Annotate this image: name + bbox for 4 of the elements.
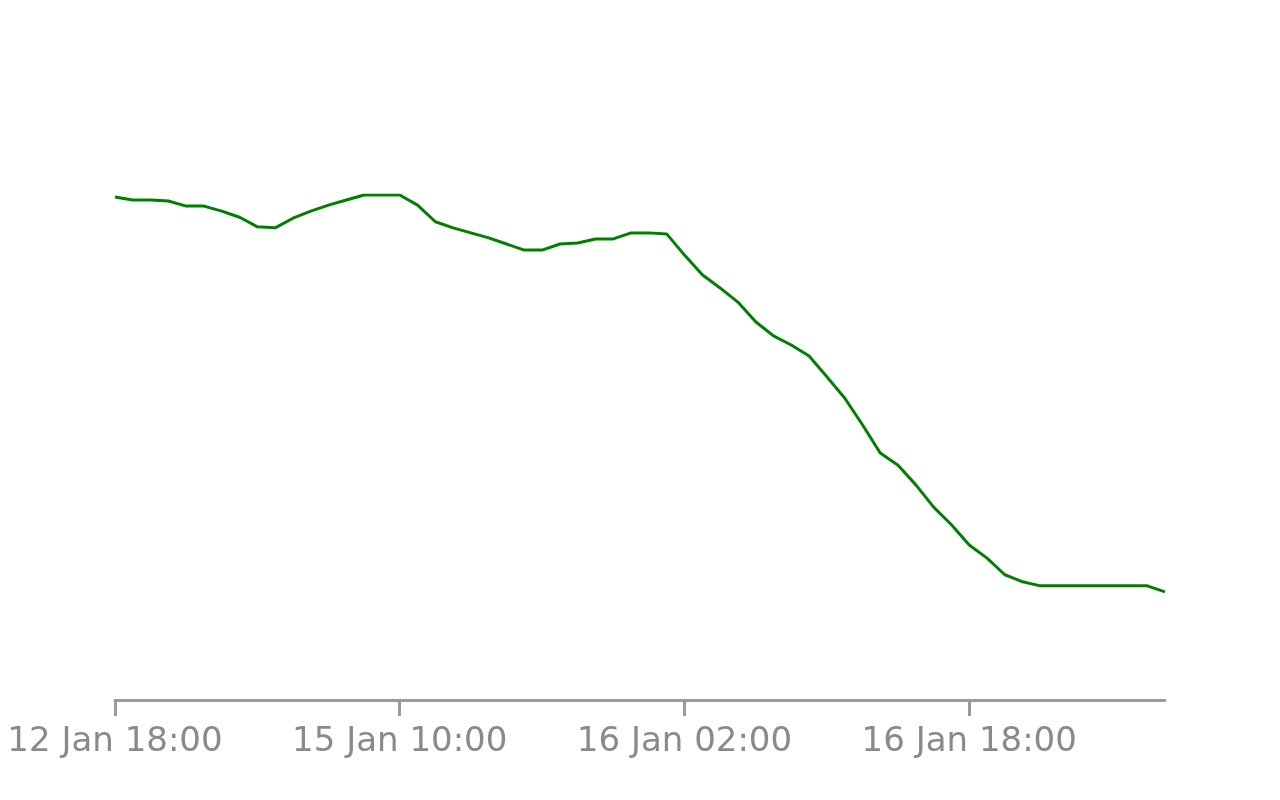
- x-tick-label: 16 Jan 18:00: [861, 719, 1077, 759]
- x-tick-label: 15 Jan 10:00: [292, 719, 508, 759]
- x-tick-label: 16 Jan 02:00: [576, 719, 793, 759]
- x-tick-label: 12 Jan 18:00: [7, 719, 223, 759]
